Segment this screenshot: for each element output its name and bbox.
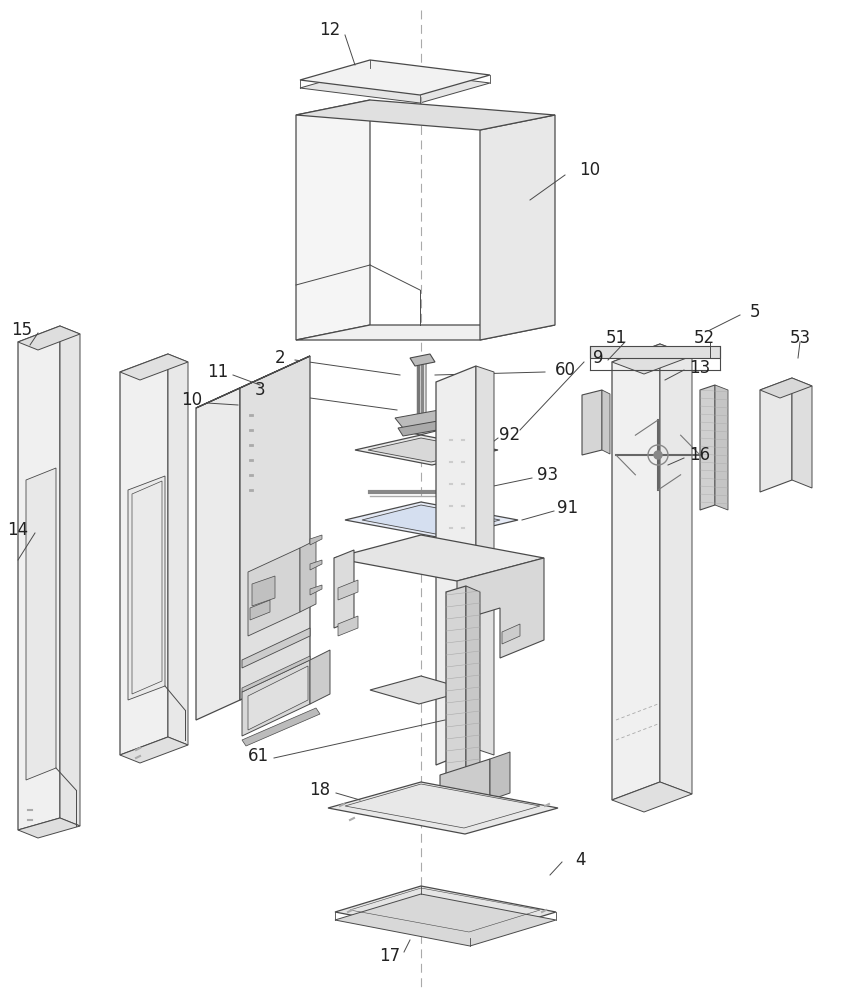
Polygon shape	[120, 737, 188, 763]
Polygon shape	[335, 886, 556, 938]
Polygon shape	[328, 782, 558, 834]
Polygon shape	[338, 616, 358, 636]
Polygon shape	[334, 535, 544, 581]
Polygon shape	[457, 558, 544, 658]
Polygon shape	[250, 600, 270, 620]
Text: 10: 10	[181, 391, 203, 409]
Text: 12: 12	[319, 21, 341, 39]
Text: 2: 2	[274, 349, 285, 367]
Text: 51: 51	[605, 329, 626, 347]
Polygon shape	[612, 782, 692, 812]
Polygon shape	[400, 420, 460, 435]
Text: 17: 17	[380, 947, 401, 965]
Polygon shape	[128, 476, 165, 700]
Polygon shape	[502, 624, 520, 644]
Text: 91: 91	[557, 499, 578, 517]
Polygon shape	[248, 666, 308, 730]
Text: 52: 52	[694, 329, 715, 347]
Polygon shape	[602, 390, 610, 454]
Text: 61: 61	[248, 747, 269, 765]
Text: 11: 11	[207, 363, 229, 381]
Polygon shape	[296, 100, 555, 130]
Polygon shape	[436, 366, 476, 765]
Polygon shape	[18, 818, 80, 838]
Polygon shape	[476, 366, 494, 755]
Polygon shape	[248, 548, 300, 636]
Text: 13: 13	[690, 359, 711, 377]
Polygon shape	[310, 585, 322, 595]
Polygon shape	[242, 708, 320, 746]
Polygon shape	[660, 344, 692, 794]
Polygon shape	[310, 650, 330, 704]
Polygon shape	[196, 356, 310, 408]
Polygon shape	[296, 325, 555, 340]
Polygon shape	[300, 60, 490, 95]
Polygon shape	[582, 390, 602, 455]
Polygon shape	[310, 535, 322, 545]
Text: 92: 92	[499, 426, 520, 444]
Text: 18: 18	[310, 781, 331, 799]
Polygon shape	[345, 502, 518, 538]
Polygon shape	[760, 378, 812, 398]
Text: 16: 16	[690, 446, 711, 464]
Circle shape	[654, 451, 662, 459]
Polygon shape	[242, 656, 310, 692]
Polygon shape	[446, 586, 466, 775]
Polygon shape	[398, 418, 460, 436]
Polygon shape	[300, 540, 316, 612]
Polygon shape	[252, 576, 275, 606]
Polygon shape	[466, 586, 480, 775]
Polygon shape	[760, 378, 792, 492]
Text: 4: 4	[575, 851, 585, 869]
Polygon shape	[18, 326, 80, 350]
Text: 60: 60	[555, 361, 575, 379]
Polygon shape	[490, 752, 510, 800]
Polygon shape	[362, 505, 500, 535]
Polygon shape	[334, 550, 354, 628]
Polygon shape	[355, 435, 498, 465]
Polygon shape	[335, 894, 556, 946]
Polygon shape	[338, 580, 358, 600]
Text: 53: 53	[790, 329, 811, 347]
Polygon shape	[242, 660, 310, 736]
Polygon shape	[120, 354, 188, 380]
Text: 10: 10	[579, 161, 600, 179]
Polygon shape	[18, 326, 60, 830]
Polygon shape	[240, 356, 310, 700]
Polygon shape	[196, 388, 240, 720]
Polygon shape	[792, 378, 812, 488]
Text: 3: 3	[254, 381, 265, 399]
Polygon shape	[370, 676, 470, 704]
Polygon shape	[700, 385, 715, 510]
Text: 9: 9	[593, 349, 603, 367]
Polygon shape	[480, 115, 555, 340]
Polygon shape	[120, 354, 168, 755]
Polygon shape	[296, 100, 370, 340]
Polygon shape	[612, 344, 692, 374]
Text: 93: 93	[537, 466, 558, 484]
Polygon shape	[612, 344, 660, 800]
Polygon shape	[300, 68, 490, 103]
Polygon shape	[168, 354, 188, 745]
Text: 14: 14	[8, 521, 29, 539]
Polygon shape	[410, 354, 435, 366]
Text: 5: 5	[749, 303, 760, 321]
Polygon shape	[715, 385, 728, 510]
Polygon shape	[310, 560, 322, 570]
Polygon shape	[368, 438, 484, 462]
Polygon shape	[242, 628, 310, 668]
Polygon shape	[26, 468, 56, 780]
Polygon shape	[60, 326, 80, 826]
Polygon shape	[440, 759, 490, 816]
Text: 15: 15	[12, 321, 33, 339]
Polygon shape	[590, 346, 720, 358]
Polygon shape	[395, 408, 458, 428]
